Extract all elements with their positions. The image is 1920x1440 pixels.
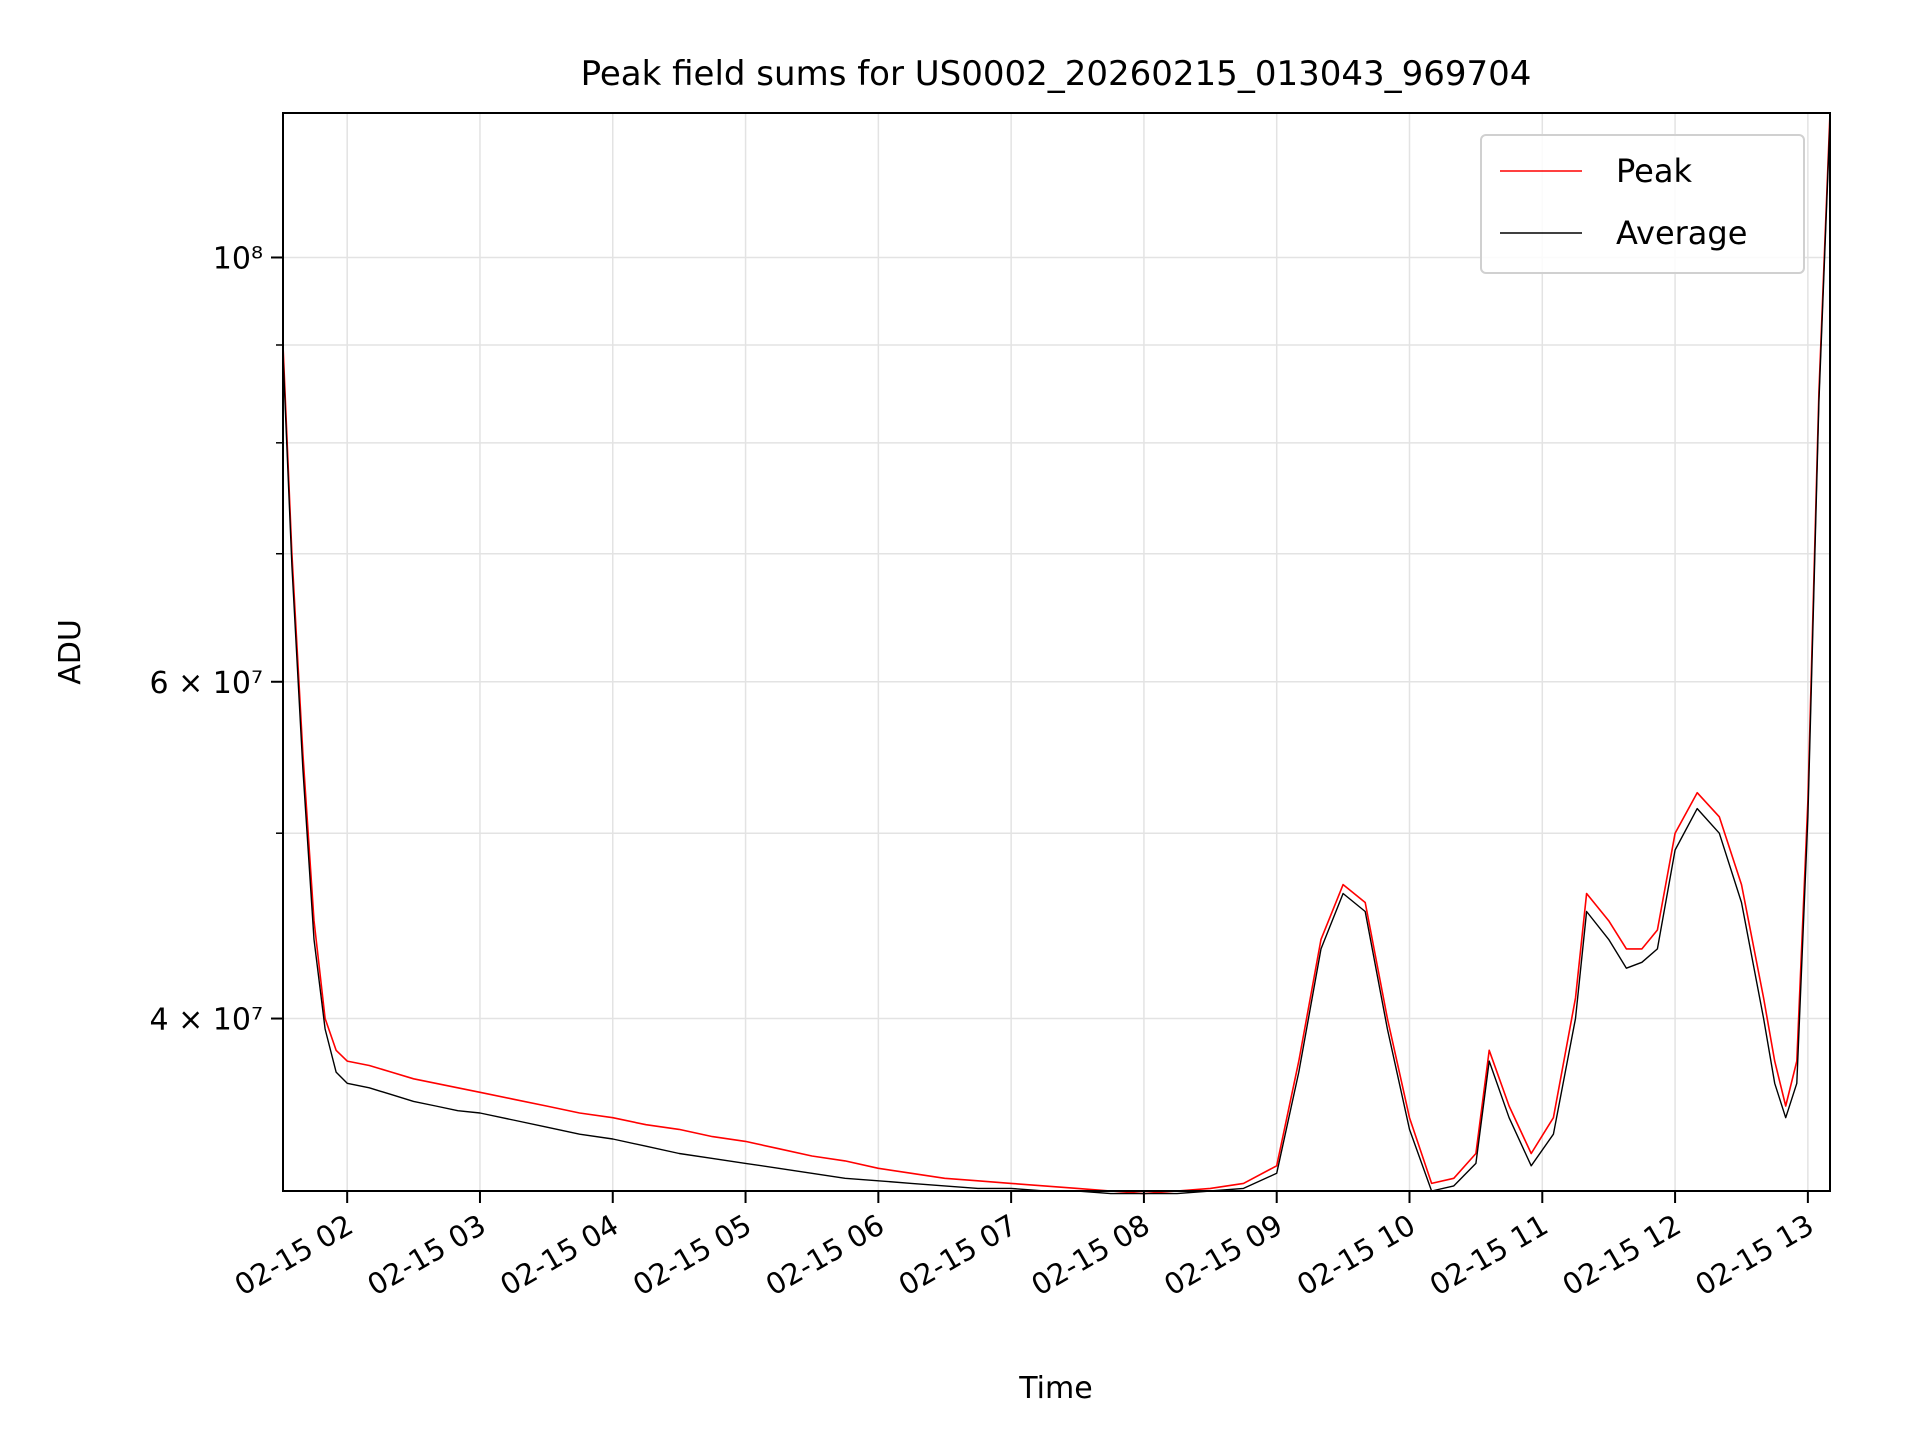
x-tick-label: 02-15 11 [1424, 1208, 1554, 1303]
x-tick-label: 02-15 07 [893, 1208, 1023, 1303]
legend-box [1480, 134, 1805, 274]
y-tick-label: 10⁸ [213, 241, 263, 276]
y-tick-label: 4 × 10⁷ [150, 1003, 264, 1038]
x-tick-label: 02-15 03 [362, 1208, 492, 1303]
x-tick-label: 02-15 13 [1689, 1208, 1819, 1303]
series-line-peak [282, 112, 1831, 1195]
y-axis-label: ADU [53, 619, 88, 685]
legend-label-peak: Peak [1616, 152, 1692, 190]
chart-title: Peak field sums for US0002_20260215_0130… [581, 54, 1532, 94]
x-tick-label: 02-15 10 [1291, 1208, 1421, 1303]
x-axis: 02-15 02 02-15 03 02-15 04 02-15 05 02-15 06… [229, 1191, 1819, 1303]
series-layer [282, 112, 1831, 1195]
x-tick-label: 02-15 06 [760, 1208, 890, 1303]
grid [283, 113, 1830, 1191]
x-tick-label: 02-15 02 [229, 1208, 359, 1303]
x-tick-label: 02-15 12 [1557, 1208, 1687, 1303]
legend-label-average: Average [1616, 214, 1747, 252]
x-tick-label: 02-15 04 [494, 1208, 624, 1303]
x-axis-label: Time [1018, 1371, 1092, 1406]
x-tick-label: 02-15 08 [1025, 1208, 1155, 1303]
series-line-average [282, 119, 1831, 1195]
x-tick-label: 02-15 09 [1158, 1208, 1288, 1303]
legend: Peak Average [1480, 134, 1805, 274]
y-axis: 4 × 10⁷ 6 × 10⁷ 10⁸ [150, 241, 283, 1038]
y-tick-label: 6 × 10⁷ [150, 666, 264, 701]
x-tick-label: 02-15 05 [627, 1208, 757, 1303]
plot-frame [282, 112, 1831, 1192]
